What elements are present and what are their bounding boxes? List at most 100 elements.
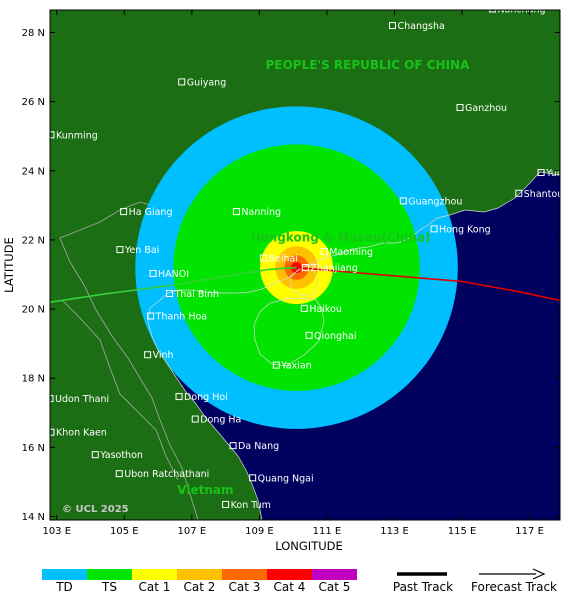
city-marker-icon (300, 304, 308, 312)
city-label: Qui Nhon (272, 520, 316, 531)
hainan-coastline (253, 297, 325, 367)
city-marker-icon (272, 361, 280, 369)
y-tick-label: 20 N (22, 305, 45, 316)
legend-item-td: TD (42, 569, 87, 594)
y-tick-label: 26 N (22, 97, 45, 108)
city-label: Quang Ngai (258, 473, 314, 484)
city-marker-icon (249, 474, 257, 482)
city-zhanjiang: Zhanjiang (301, 263, 358, 274)
city-label: Haikou (309, 304, 342, 315)
country-labels: PEOPLE'S REPUBLIC OF CHINA Hongkong & Mac… (177, 58, 470, 497)
city-label: Nanning (241, 207, 281, 218)
city-marker-icon (430, 225, 438, 233)
legend-swatch (42, 569, 87, 580)
x-tick-label: 115 E (448, 526, 477, 537)
city-vinh: Vinh (144, 350, 174, 361)
city-label: Nanchang (497, 4, 545, 15)
city-marker-icon (259, 254, 267, 262)
x-tick-label: 105 E (110, 526, 139, 537)
past-track-line (50, 266, 297, 303)
city-marker-icon (175, 393, 183, 401)
city-kunming: Kunming (50, 130, 98, 141)
city-quang-ngai: Quang Ngai (249, 473, 314, 484)
x-tick-label: 109 E (245, 526, 274, 537)
map-plot-area: Nanchang Changsha Guiyang Ganzhou Kunming Yun… (50, 4, 580, 531)
past-track-label: Past Track (393, 580, 453, 594)
city-marker-icon (116, 246, 124, 254)
legend-swatch (222, 569, 267, 580)
city-dong-hoi: Dong Hoi (175, 392, 228, 403)
city-marker-icon (149, 269, 157, 277)
legend-swatch (312, 569, 357, 580)
city-label: Guangzhou (408, 196, 462, 207)
legend-item-cat-3: Cat 3 (222, 569, 267, 594)
copyright-watermark: © UCL 2025 (62, 504, 129, 515)
city-label: Beihai (268, 253, 297, 264)
city-marker-icon (166, 290, 174, 298)
city-marker-icon (320, 248, 328, 256)
city-udon-thani: Udon Thani (50, 394, 109, 405)
city-marker-icon (222, 500, 230, 508)
mainland-coastline (147, 171, 560, 520)
city-hong-kong: Hong Kong (430, 224, 491, 235)
legend-label: Cat 4 (274, 580, 306, 594)
legend-swatch (132, 569, 177, 580)
city-label: Da Nang (238, 441, 279, 452)
y-tick-label: 22 N (22, 235, 45, 246)
city-label: Yen Bai (124, 245, 159, 256)
city-thai-binh: Thai Binh (166, 289, 220, 300)
city-maoming: Maoming (320, 247, 373, 258)
forecast-track-label: Forecast Track (471, 580, 557, 594)
country-label: PEOPLE'S REPUBLIC OF CHINA (266, 58, 470, 72)
city-label: Khon Kaen (56, 428, 107, 439)
border-line (61, 299, 179, 481)
city-khon-kaen: Khon Kaen (50, 428, 107, 439)
legend-label: Cat 1 (139, 580, 171, 594)
y-axis-ticks: 14 N 16 N 18 N 20 N 22 N 24 N 26 N 28 N (22, 28, 560, 523)
y-tick-label: 16 N (22, 443, 45, 454)
city-guangzhou: Guangzhou (399, 196, 462, 207)
city-label: HANOI (158, 269, 189, 280)
x-tick-label: 103 E (42, 526, 71, 537)
city-beihai: Beihai (259, 253, 298, 264)
border-line (59, 237, 199, 520)
x-axis-title: LONGITUDE (275, 539, 343, 553)
city-shantou: Shantou (515, 189, 563, 200)
legend-label: TS (101, 580, 117, 594)
city-label: Shantou (524, 189, 563, 200)
city-marker-icon (488, 10, 496, 13)
city-label: Ha Giang (129, 207, 173, 218)
city-label: Yunxiao (545, 168, 580, 179)
city-label: Udon Thani (55, 394, 109, 405)
city-marker-icon (178, 78, 186, 86)
city-marker-icon (191, 415, 199, 423)
city-marker-icon (388, 22, 396, 30)
city-yunxiao: Yunxiao (537, 168, 580, 179)
x-tick-label: 111 E (313, 526, 342, 537)
city-label: Yasothon (99, 450, 143, 461)
city-kon-tum: Kon Tum (222, 500, 271, 511)
city-guiyang: Guiyang (178, 77, 227, 88)
y-tick-label: 24 N (22, 166, 45, 177)
city-label: Thai Binh (174, 289, 220, 300)
city-ganzhou: Ganzhou (456, 103, 507, 114)
city-label: Kunming (56, 130, 98, 141)
city-label: Maoming (329, 247, 373, 258)
city-da-nang: Da Nang (229, 441, 279, 452)
city-label: Dong Hoi (184, 392, 228, 403)
city-nanchang: Nanchang (488, 4, 546, 15)
city-marker-icon (515, 189, 523, 197)
city-label: Dong Ha (200, 415, 241, 426)
legend-item-ts: TS (87, 569, 132, 594)
track-legend: Past Track Forecast Track (393, 568, 557, 594)
legend-item-cat-2: Cat 2 (177, 569, 222, 594)
city-qionghai: Qionghai (305, 331, 357, 342)
city-label: Ubon Ratchathani (124, 469, 209, 480)
city-label: Guiyang (187, 77, 227, 88)
legend-item-cat-1: Cat 1 (132, 569, 177, 594)
city-marker-icon (229, 442, 237, 450)
city-yasothon: Yasothon (91, 450, 143, 461)
city-marker-icon (115, 470, 123, 478)
city-label: Vinh (153, 350, 174, 361)
